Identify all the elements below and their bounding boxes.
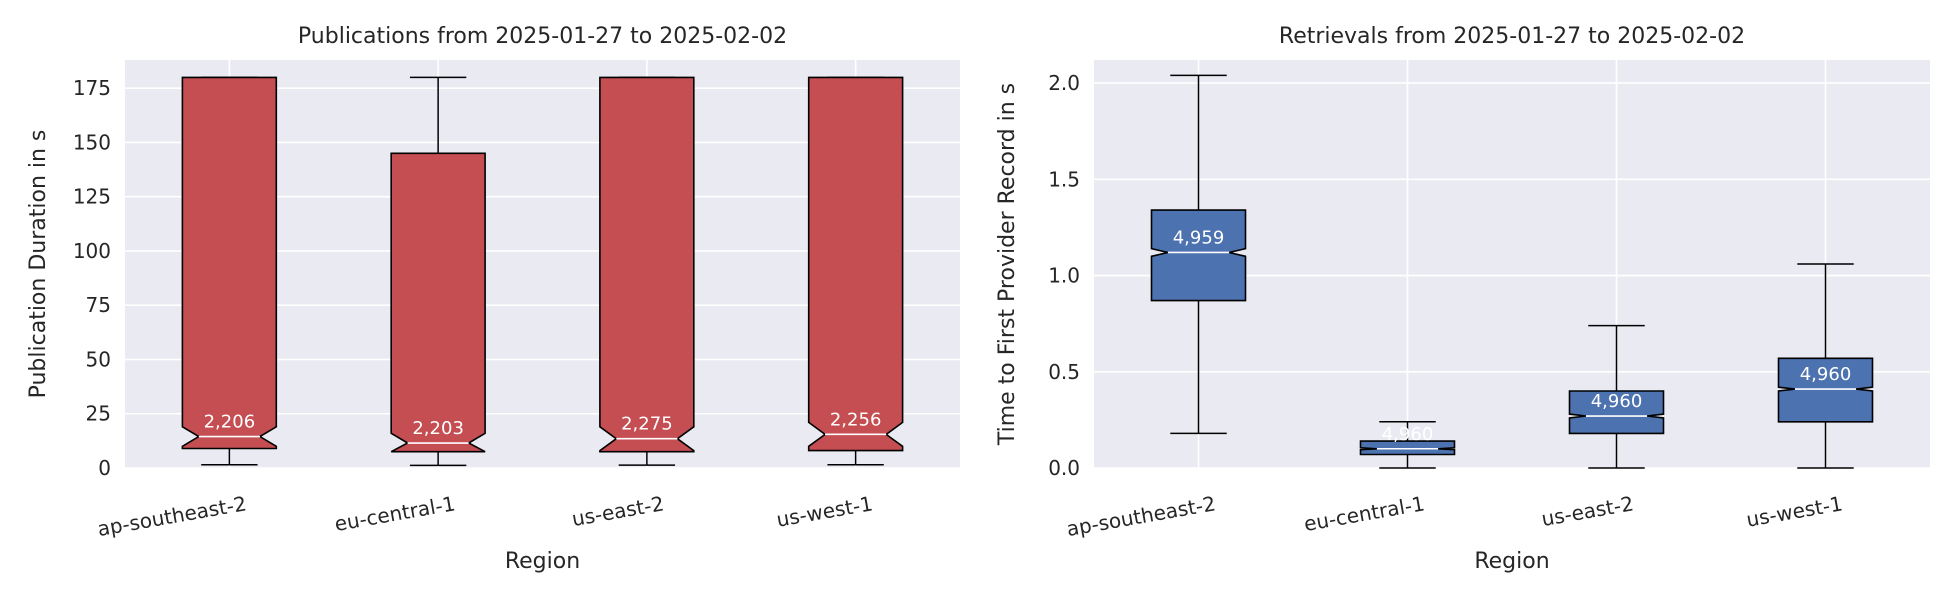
y-tick-label: 0 xyxy=(98,456,111,480)
chart-title: Publications from 2025-01-27 to 2025-02-… xyxy=(298,24,787,49)
box-body xyxy=(1777,357,1874,423)
box-body xyxy=(599,76,695,453)
x-tick-label: eu-central-1 xyxy=(1302,491,1426,536)
box-body xyxy=(1568,390,1665,435)
y-tick-label: 1.0 xyxy=(1048,264,1080,288)
box-body xyxy=(807,76,904,452)
y-tick-label: 75 xyxy=(86,293,111,317)
y-tick-label: 1.5 xyxy=(1048,167,1080,191)
y-axis-label: Publication Duration in s xyxy=(26,130,51,399)
box-body xyxy=(1150,209,1247,302)
count-label: 4,960 xyxy=(1800,364,1852,385)
count-label: 4,960 xyxy=(1382,424,1434,445)
y-tick-label: 25 xyxy=(86,402,111,426)
box-ap-southeast-2: 4,959 xyxy=(1150,74,1247,435)
box-eu-central-1: 2,203 xyxy=(390,76,486,467)
box-eu-central-1: 4,960 xyxy=(1359,421,1456,469)
x-tick-label: eu-central-1 xyxy=(333,491,457,536)
y-tick-label: 125 xyxy=(73,185,111,209)
x-tick-label: us-west-1 xyxy=(775,491,875,532)
count-label: 2,256 xyxy=(830,409,882,430)
box-us-east-2: 2,275 xyxy=(599,76,695,466)
x-tick-label: us-east-2 xyxy=(570,491,666,531)
retrievals-chart: 0.0 0.5 1.0 1.5 2.0 4,959 4,960 4,960 4,960 ap-so… xyxy=(995,24,1930,574)
box-ap-southeast-2: 2,206 xyxy=(181,76,278,466)
x-axis-label: Region xyxy=(1474,549,1549,574)
count-label: 4,959 xyxy=(1173,227,1225,248)
box-body xyxy=(181,76,278,450)
y-axis-label: Time to First Provider Record in s xyxy=(995,83,1020,446)
box-body xyxy=(1359,440,1456,456)
count-label: 2,275 xyxy=(621,414,673,435)
x-axis-label: Region xyxy=(505,549,580,574)
x-tick-label: us-west-1 xyxy=(1744,491,1844,532)
box-us-east-2: 4,960 xyxy=(1568,324,1665,469)
y-tick-label: 0.5 xyxy=(1048,360,1080,384)
y-tick-label: 50 xyxy=(86,347,111,371)
box-us-west-1: 4,960 xyxy=(1777,263,1874,469)
y-tick-label: 2.0 xyxy=(1048,71,1080,95)
count-label: 2,203 xyxy=(412,418,464,439)
x-tick-label: us-east-2 xyxy=(1540,491,1636,531)
x-tick-label: ap-southeast-2 xyxy=(96,491,249,541)
y-tick-label: 175 xyxy=(73,76,111,100)
box-us-west-1: 2,256 xyxy=(807,76,904,466)
x-tick-label: ap-southeast-2 xyxy=(1065,491,1218,541)
publications-chart: 0 25 50 75 100 125 150 175 2,206 2,203 2,275 2,256 a… xyxy=(26,24,960,574)
count-label: 2,206 xyxy=(204,412,256,433)
y-tick-label: 100 xyxy=(73,239,111,263)
count-label: 4,960 xyxy=(1591,391,1643,412)
box-body xyxy=(390,152,486,453)
y-tick-label: 0.0 xyxy=(1048,456,1080,480)
chart-title: Retrievals from 2025-01-27 to 2025-02-02 xyxy=(1279,24,1745,49)
y-tick-label: 150 xyxy=(73,130,111,154)
